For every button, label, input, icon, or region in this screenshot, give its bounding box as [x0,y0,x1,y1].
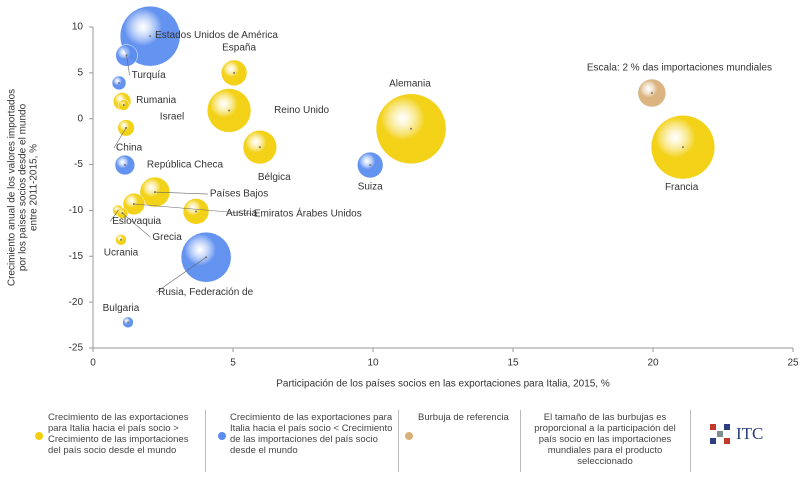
bubble-note: El tamaño de las burbujas es proporciona… [534,412,676,467]
bubble-center [681,146,684,149]
label-leader [109,210,119,222]
bubble-center [369,164,372,167]
y-tick-label: -25 [69,343,84,354]
y-tick-label: -20 [69,297,84,308]
legend-swatch [35,432,43,440]
y-tick-label: -15 [69,251,84,262]
bubble-label: Turquía [132,70,167,81]
bubble-center [228,109,231,112]
bubble-label: Reino Unido [274,105,329,116]
bubble-center [149,35,152,38]
x-tick-label: 10 [367,358,379,369]
y-axis-label: Crecimiento anual de los valores importa… [7,89,18,286]
x-tick-label: 15 [507,358,519,369]
y-tick-label: 5 [77,67,83,78]
logo-text: ITC [736,424,764,443]
bubble-label: Suiza [358,182,383,193]
bubble-label: Grecia [152,232,182,243]
bubble-label: España [222,42,256,53]
bubble-label: Alemania [389,78,431,89]
bubble-center [233,71,236,74]
bubble-center [123,164,126,167]
bubble-label: Escala: 2 % das importaciones mundiales [587,63,772,74]
bubble-label: Bulgaria [103,303,140,314]
legend-text: Crecimiento de las exportaciones para It… [230,412,393,456]
y-tick-label: 0 [77,113,83,124]
legend-separator [398,410,399,472]
logo: ITC [708,420,778,450]
x-axis-label: Participación de los países socios en la… [276,379,610,390]
y-tick-label: -5 [74,159,83,170]
bubble-label: Israel [160,112,184,123]
bubble-center [195,210,198,213]
y-axis-label: por los países socios desde el mundo [18,103,29,271]
label-leader [133,203,252,215]
legend-separator [205,410,206,472]
y-tick-label: 10 [72,22,84,33]
legend-swatch [218,432,226,440]
bubble-center [127,321,129,324]
x-tick-label: 20 [647,358,659,369]
label-leader [126,55,130,76]
legend-text: Crecimiento de las exportaciones para It… [48,412,189,456]
bubble-center [118,81,121,84]
bubble-label: Bélgica [258,172,291,183]
bubble-label: Estados Unidos de América [155,30,278,41]
y-axis-label: entre 2011-2015, % [29,144,40,231]
bubble-label: Austria [226,208,258,219]
x-tick-label: 0 [90,358,96,369]
legend-text: Burbuja de referencia [418,412,509,423]
label-leader [113,127,127,149]
bubble-label: Rumania [136,95,176,106]
legend-swatch [405,432,413,440]
bubble-label: Países Bajos [210,189,268,200]
label-leader [122,212,151,238]
bubble-center [122,103,125,106]
bubble-label: China [116,143,143,154]
label-leader [154,191,208,195]
bubble-center [650,92,653,95]
bubble-label: Ucrania [104,247,139,258]
bubble-center [120,238,122,241]
x-tick-label: 5 [230,358,236,369]
bubble-label: República Checa [147,160,224,171]
bubble-label: Eslovaquia [112,216,161,227]
x-tick-label: 25 [787,358,799,369]
logo-icon [710,424,730,444]
bubble-center [258,146,261,149]
y-tick-label: -10 [69,205,84,216]
legend-separator [520,410,521,472]
bubble-label: Emiratos Árabes Unidos [254,207,362,220]
chart: 10 5 0 -5 -10 -15 -20 -25 0 5 10 15 20 25 Participació… [7,5,799,390]
label-leader [155,256,207,293]
bubble-label: Rusia, Federación de [158,287,253,298]
legend-separator [690,410,691,472]
bubble-center [410,127,413,130]
bubble-label: Francia [665,182,699,193]
